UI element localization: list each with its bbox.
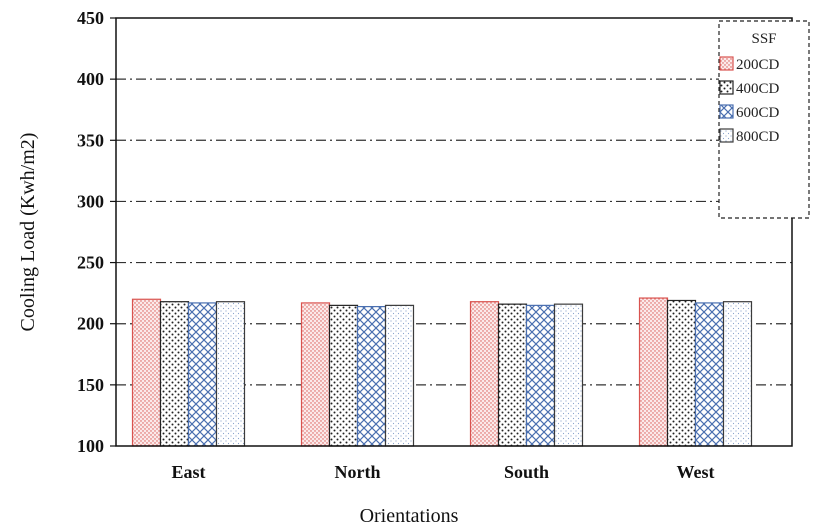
- bar-east-400cd: [159, 301, 190, 447]
- legend-label: 400CD: [736, 81, 780, 97]
- tick-labels: East North South West 100 150 200 250 300 350 400 4…: [77, 8, 715, 482]
- y-tick-label: 250: [77, 253, 104, 273]
- bar-west-800cd: [722, 301, 753, 447]
- x-tick-label: North: [335, 462, 381, 482]
- legend-swatch: [719, 56, 734, 71]
- legend-swatch: [719, 80, 734, 95]
- legend-swatch: [719, 128, 734, 143]
- y-axis-label: Cooling Load (Kwh/m2): [17, 133, 39, 332]
- y-tick-label: 150: [77, 375, 104, 395]
- legend-swatch: [719, 104, 734, 119]
- y-tick-label: 200: [77, 314, 104, 334]
- plot-frame: [115, 17, 793, 447]
- y-tick-label: 100: [77, 436, 104, 456]
- bar-north-200cd: [300, 302, 331, 447]
- bar-north-800cd: [384, 304, 415, 447]
- x-tick-label: South: [504, 462, 549, 482]
- y-tick-label: 400: [77, 69, 104, 89]
- legend-box: [718, 20, 810, 219]
- y-tick-label: 300: [77, 191, 104, 211]
- bar-south-200cd: [469, 301, 500, 447]
- x-tick-label: West: [677, 462, 715, 482]
- bar-east-200cd: [131, 298, 162, 447]
- bar-east-600cd: [187, 302, 218, 447]
- bar-west-200cd: [638, 297, 669, 447]
- legend-label: 200CD: [736, 57, 780, 73]
- y-tick-label: 350: [77, 130, 104, 150]
- bar-west-400cd: [666, 299, 697, 447]
- bar-east-800cd: [215, 301, 246, 447]
- bar-north-400cd: [328, 304, 359, 447]
- bar-south-800cd: [553, 303, 584, 447]
- legend-title: SSF: [751, 31, 776, 47]
- bar-south-600cd: [525, 304, 556, 447]
- y-tick-label: 450: [77, 8, 104, 28]
- axes: [110, 17, 793, 447]
- x-axis-label: Orientations: [360, 505, 459, 527]
- bar-west-600cd: [694, 302, 725, 447]
- x-tick-label: East: [171, 462, 205, 482]
- legend-label: 600CD: [736, 105, 780, 121]
- bars: [131, 297, 753, 447]
- bar-south-400cd: [497, 303, 528, 447]
- bar-north-600cd: [356, 305, 387, 447]
- legend: SSF 200CD 400CD 600CD 800CD: [718, 20, 810, 219]
- legend-label: 800CD: [736, 129, 780, 145]
